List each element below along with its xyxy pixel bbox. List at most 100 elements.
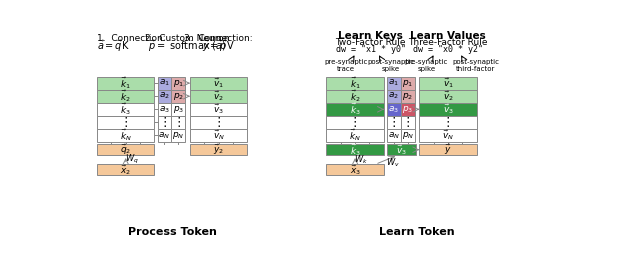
Bar	[326, 90, 384, 103]
Bar	[172, 90, 186, 103]
Text: $\vec{y}_2$: $\vec{y}_2$	[213, 143, 224, 157]
Bar	[326, 164, 384, 175]
Text: Two-Factor Rule: Two-Factor Rule	[335, 38, 406, 47]
Bar	[387, 116, 401, 129]
Text: $\vec{k}_N$: $\vec{k}_N$	[120, 128, 132, 143]
Bar	[401, 90, 415, 103]
Text: $\vec{y}$: $\vec{y}$	[444, 143, 452, 157]
Text: $\vec{k}_N$: $\vec{k}_N$	[349, 128, 361, 143]
Text: ⋮: ⋮	[442, 116, 454, 129]
Text: $W_q$: $W_q$	[125, 153, 139, 166]
Bar	[190, 129, 248, 142]
Bar	[157, 129, 172, 142]
Text: $p_3$: $p_3$	[173, 104, 184, 115]
Bar	[97, 164, 154, 175]
Text: Learn Keys: Learn Keys	[338, 31, 403, 41]
Bar	[172, 129, 186, 142]
Bar	[157, 116, 172, 129]
Text: ⋮: ⋮	[172, 116, 185, 129]
Text: $\vec{k}_3$: $\vec{k}_3$	[349, 102, 360, 117]
Bar	[419, 90, 477, 103]
Text: $\vec{v}_1$: $\vec{v}_1$	[443, 76, 454, 90]
Text: $p_3$: $p_3$	[402, 104, 413, 115]
Text: ⋮: ⋮	[388, 116, 400, 129]
Text: $p_1$: $p_1$	[173, 78, 184, 89]
Text: dw = "x1 * y0": dw = "x1 * y0"	[335, 45, 406, 54]
Text: pre-synaptic
trace: pre-synaptic trace	[324, 59, 367, 72]
Bar	[401, 77, 415, 90]
Text: ⋮: ⋮	[120, 116, 132, 129]
Bar	[97, 90, 154, 103]
Bar	[97, 77, 154, 90]
Text: $\vec{v}_1$: $\vec{v}_1$	[213, 76, 224, 90]
Bar	[326, 77, 384, 90]
Text: $a_N$: $a_N$	[388, 130, 400, 141]
Text: $a_2$: $a_2$	[388, 91, 399, 101]
Bar	[326, 129, 384, 142]
Text: $a_1$: $a_1$	[159, 78, 170, 88]
Bar	[326, 116, 384, 129]
Text: $\vec{v}_N$: $\vec{v}_N$	[212, 129, 225, 142]
Text: $\vec{a} = \vec{q}$K: $\vec{a} = \vec{q}$K	[97, 39, 130, 54]
Text: dw = "x0 * y2": dw = "x0 * y2"	[413, 45, 483, 54]
Text: $\vec{k}_1$: $\vec{k}_1$	[349, 75, 360, 91]
Text: $\vec{k}_1$: $\vec{k}_1$	[120, 75, 131, 91]
Text: $a_3$: $a_3$	[159, 104, 170, 115]
Text: $p_2$: $p_2$	[403, 91, 413, 102]
Text: $a_3$: $a_3$	[388, 104, 399, 115]
Text: $p_N$: $p_N$	[402, 130, 414, 141]
Text: $\vec{k}_2$: $\vec{k}_2$	[350, 88, 360, 104]
Text: ⋮: ⋮	[401, 116, 414, 129]
Bar	[190, 90, 248, 103]
Bar	[190, 116, 248, 129]
Bar	[419, 77, 477, 90]
Text: $\vec{x}_2$: $\vec{x}_2$	[120, 163, 131, 177]
Text: Process Token: Process Token	[128, 227, 217, 237]
Bar	[172, 103, 186, 116]
Text: $\vec{v}_2$: $\vec{v}_2$	[443, 89, 454, 103]
Bar	[97, 103, 154, 116]
Text: Learn Values: Learn Values	[410, 31, 486, 41]
Bar	[419, 116, 477, 129]
Bar	[157, 90, 172, 103]
Text: $p_1$: $p_1$	[402, 78, 413, 89]
Bar	[97, 129, 154, 142]
Text: $\vec{v}_3$: $\vec{v}_3$	[213, 102, 224, 116]
Text: pre-synaptic
spike: pre-synaptic spike	[404, 59, 448, 72]
Bar	[157, 103, 172, 116]
Bar	[97, 116, 154, 129]
Text: $W_k$: $W_k$	[355, 153, 368, 166]
Text: $a_N$: $a_N$	[159, 130, 170, 141]
Text: 1.  Connection:: 1. Connection:	[97, 34, 166, 43]
Text: Learn Token: Learn Token	[380, 227, 455, 237]
Bar	[401, 116, 415, 129]
Bar	[387, 129, 401, 142]
Text: Three-Factor Rule: Three-Factor Rule	[408, 38, 488, 47]
Bar	[172, 116, 186, 129]
Text: $\vec{y} = \vec{p}$V: $\vec{y} = \vec{p}$V	[202, 39, 235, 54]
Bar	[401, 103, 415, 116]
Text: 2.  Custom Neuron: 2. Custom Neuron	[145, 34, 229, 43]
Text: ⋮: ⋮	[158, 116, 171, 129]
Text: $\vec{v}_N$: $\vec{v}_N$	[442, 129, 454, 142]
Bar	[387, 90, 401, 103]
Bar	[387, 77, 401, 90]
Bar	[419, 103, 477, 116]
Text: $\vec{k}_3$: $\vec{k}_3$	[349, 142, 360, 157]
Bar	[190, 144, 248, 155]
Text: $\vec{p} = $ softmax $(\vec{a})$: $\vec{p} = $ softmax $(\vec{a})$	[148, 39, 227, 54]
Bar	[190, 77, 248, 90]
Bar	[419, 144, 477, 155]
Text: $\vec{x}_3$: $\vec{x}_3$	[349, 163, 361, 177]
Bar	[387, 103, 401, 116]
Text: ⋮: ⋮	[349, 116, 362, 129]
Text: $\vec{v}_3$: $\vec{v}_3$	[443, 102, 454, 116]
Text: $\vec{q}_2$: $\vec{q}_2$	[120, 143, 131, 157]
Text: $\vec{v}_2$: $\vec{v}_2$	[213, 89, 224, 103]
Bar	[387, 144, 417, 155]
Bar	[172, 77, 186, 90]
Text: $\vec{v}_3$: $\vec{v}_3$	[396, 143, 407, 157]
Bar	[190, 103, 248, 116]
Text: post-synaptic
third-factor: post-synaptic third-factor	[452, 59, 500, 72]
Text: post-synaptic
spike: post-synaptic spike	[367, 59, 414, 72]
